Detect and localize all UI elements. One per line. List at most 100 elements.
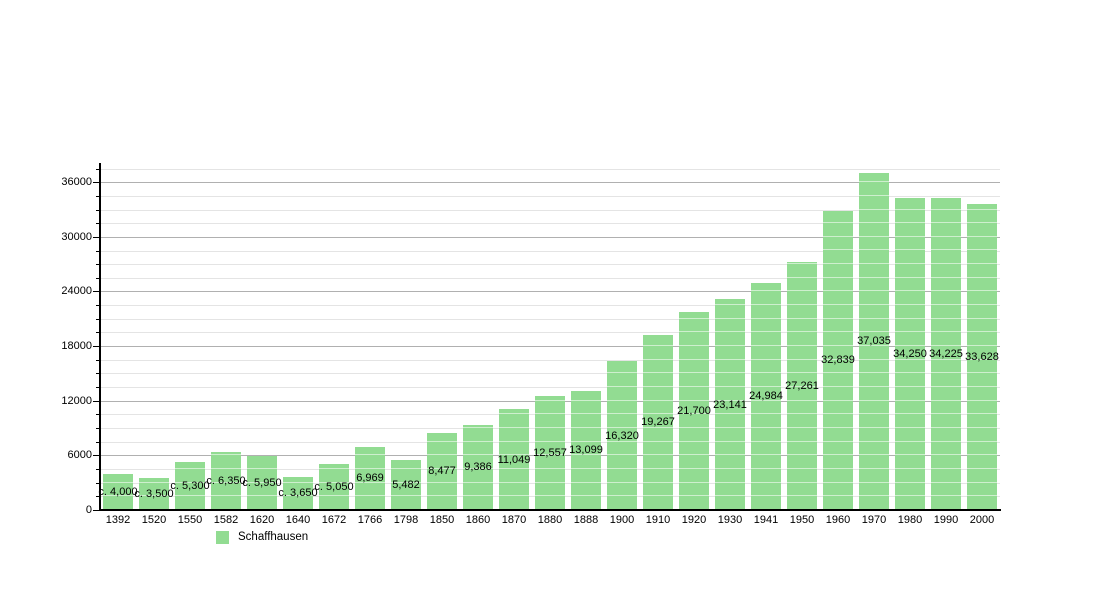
- bar-inner-gridline: [535, 400, 565, 401]
- bar-inner-gridline: [247, 495, 277, 496]
- bar-inner-gridline: [355, 495, 385, 496]
- bar-inner-gridline: [427, 454, 457, 455]
- bar-inner-gridline: [103, 495, 133, 496]
- bar-inner-gridline: [859, 181, 889, 182]
- bar-inner-gridline: [967, 359, 997, 360]
- gridline-minor: [100, 319, 1000, 320]
- bar-inner-gridline: [643, 359, 673, 360]
- bar-inner-gridline: [175, 482, 205, 483]
- bar-inner-gridline: [859, 495, 889, 496]
- bar-inner-gridline: [967, 209, 997, 210]
- bar-inner-gridline: [751, 386, 781, 387]
- y-tick-minor: [96, 496, 100, 497]
- bar-inner-gridline: [571, 413, 601, 414]
- x-tick-label: 1930: [717, 514, 743, 526]
- bar-inner-gridline: [535, 427, 565, 428]
- bar-inner-gridline: [895, 263, 925, 264]
- bar-inner-gridline: [787, 359, 817, 360]
- x-tick-label: 1870: [501, 514, 527, 526]
- bar-inner-gridline: [823, 482, 853, 483]
- x-tick-label: 1950: [789, 514, 815, 526]
- bar-inner-gridline: [895, 427, 925, 428]
- x-tick-label: 1880: [537, 514, 563, 526]
- x-tick-label: 1640: [285, 514, 311, 526]
- x-tick-label: 1798: [393, 514, 419, 526]
- bar-inner-gridline: [715, 386, 745, 387]
- y-tick-label: 30000: [61, 231, 92, 243]
- bar-inner-gridline: [715, 318, 745, 319]
- bar-inner-gridline: [967, 454, 997, 455]
- y-tick-major: [93, 346, 100, 347]
- y-tick-major: [93, 291, 100, 292]
- bar-inner-gridline: [931, 441, 961, 442]
- legend-label: Schaffhausen: [238, 531, 309, 543]
- bar-inner-gridline: [967, 468, 997, 469]
- bar-inner-gridline: [895, 222, 925, 223]
- bar-inner-gridline: [823, 290, 853, 291]
- bar-inner-gridline: [931, 331, 961, 332]
- x-tick-label: 1888: [573, 514, 599, 526]
- bar-inner-gridline: [211, 495, 241, 496]
- bar-inner-gridline: [859, 454, 889, 455]
- gridline-minor: [100, 264, 1000, 265]
- bar-inner-gridline: [787, 277, 817, 278]
- bar-inner-gridline: [895, 249, 925, 250]
- bar-inner-gridline: [823, 345, 853, 346]
- bar-inner-gridline: [895, 318, 925, 319]
- y-tick-minor: [96, 428, 100, 429]
- bar: [823, 211, 853, 510]
- bar-inner-gridline: [967, 372, 997, 373]
- y-tick-label: 6000: [67, 449, 92, 461]
- bar-value-label: 9,386: [464, 461, 492, 473]
- bar-inner-gridline: [823, 454, 853, 455]
- bar-value-label: 16,320: [605, 430, 639, 442]
- bar-inner-gridline: [787, 372, 817, 373]
- bar-inner-gridline: [499, 495, 529, 496]
- y-tick-minor: [96, 483, 100, 484]
- bar-inner-gridline: [247, 468, 277, 469]
- bar-inner-gridline: [715, 331, 745, 332]
- bar-inner-gridline: [499, 482, 529, 483]
- gridline-minor: [100, 332, 1000, 333]
- bar-inner-gridline: [571, 482, 601, 483]
- bar-value-label: 11,049: [497, 454, 531, 466]
- x-tick-label: 1900: [609, 514, 635, 526]
- bar-value-label: 37,035: [857, 335, 891, 347]
- y-tick-minor: [96, 278, 100, 279]
- bar-inner-gridline: [787, 345, 817, 346]
- y-tick-minor: [96, 469, 100, 470]
- bar-inner-gridline: [823, 236, 853, 237]
- bar-inner-gridline: [535, 413, 565, 414]
- bar-inner-gridline: [751, 304, 781, 305]
- bar-inner-gridline: [571, 495, 601, 496]
- bar-inner-gridline: [787, 468, 817, 469]
- bar-inner-gridline: [931, 372, 961, 373]
- bar-inner-gridline: [319, 468, 349, 469]
- bar: [643, 335, 673, 510]
- bar-inner-gridline: [859, 400, 889, 401]
- bar-inner-gridline: [931, 318, 961, 319]
- bar-inner-gridline: [499, 413, 529, 414]
- bar-inner-gridline: [607, 495, 637, 496]
- y-tick-minor: [96, 196, 100, 197]
- bar-inner-gridline: [823, 495, 853, 496]
- bar-inner-gridline: [823, 277, 853, 278]
- bar-inner-gridline: [787, 400, 817, 401]
- bar: [607, 361, 637, 510]
- bar-inner-gridline: [751, 345, 781, 346]
- bar-inner-gridline: [787, 427, 817, 428]
- x-tick-label: 1860: [465, 514, 491, 526]
- x-tick-label: 1850: [429, 514, 455, 526]
- bar: [319, 464, 349, 510]
- x-tick-label: 1392: [105, 514, 131, 526]
- bar-inner-gridline: [679, 454, 709, 455]
- y-tick-minor: [96, 210, 100, 211]
- y-tick-minor: [96, 373, 100, 374]
- bar-inner-gridline: [895, 359, 925, 360]
- bar-inner-gridline: [607, 482, 637, 483]
- bar-inner-gridline: [967, 386, 997, 387]
- bar-inner-gridline: [463, 441, 493, 442]
- bar-inner-gridline: [967, 290, 997, 291]
- bar-inner-gridline: [679, 345, 709, 346]
- bar-inner-gridline: [859, 236, 889, 237]
